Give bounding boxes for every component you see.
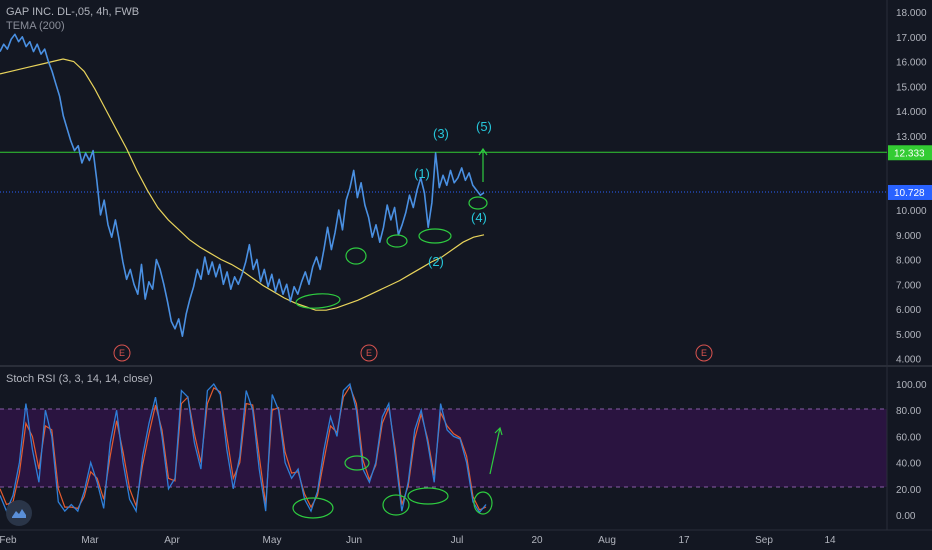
price-tick-label: 7.000 [896, 280, 921, 291]
drawing-ellipse[interactable] [292, 497, 334, 519]
price-tick-label: 15.000 [896, 82, 927, 93]
time-tick-label: May [263, 535, 282, 546]
time-tick-label: 14 [824, 535, 836, 546]
wave-label[interactable]: (3) [433, 126, 449, 141]
tema-line [0, 58, 485, 311]
earnings-marker[interactable] [695, 344, 713, 362]
price-tick-label: 6.000 [896, 305, 921, 316]
arrow-up-price-head [478, 147, 488, 156]
wave-label[interactable]: (5) [476, 119, 492, 134]
drawing-ellipse[interactable] [407, 487, 449, 505]
arrow-up-stoch-head [494, 426, 503, 436]
stoch-tick-label: 0.00 [896, 511, 916, 522]
resistance-price-label: 12.333 [894, 148, 925, 159]
chart-symbol-title[interactable]: GAP INC. DL-,05, 4h, FWB [6, 6, 140, 18]
drawing-ellipse[interactable] [382, 494, 410, 516]
current-price-badge [888, 184, 932, 200]
stoch-tick-label: 100.00 [896, 380, 927, 391]
price-tick-label: 5.000 [896, 330, 921, 341]
price-tick-label: 9.000 [896, 231, 921, 242]
stoch-tick-label: 20.00 [896, 485, 921, 496]
indicator-legend[interactable]: TEMA (200) [6, 20, 65, 32]
price-axis: 18.000 17.000 16.000 15.000 14.000 13.000 10.0… [896, 8, 927, 366]
price-tick-label: 13.000 [896, 132, 927, 143]
time-axis: Feb Mar Apr May Jun Jul 20 Aug 17 Sep 14 [0, 535, 836, 546]
earnings-marker[interactable] [113, 344, 131, 362]
drawing-ellipse[interactable] [344, 455, 370, 471]
current-price-label: 10.728 [894, 188, 925, 199]
time-tick-label: Sep [755, 535, 773, 546]
time-tick-label: 20 [531, 535, 543, 546]
time-tick-label: Apr [164, 535, 180, 546]
drawing-ellipses [292, 196, 493, 519]
stoch-k-line [0, 382, 487, 514]
wave-label[interactable]: (4) [471, 210, 487, 225]
wave-label[interactable]: (2) [428, 254, 444, 269]
earnings-marker[interactable] [360, 344, 378, 362]
price-tick-label: 18.000 [896, 8, 927, 19]
earnings-marker-label: E [366, 348, 372, 358]
earnings-marker-label: E [119, 348, 125, 358]
drawing-ellipse[interactable] [418, 228, 452, 244]
drawing-arrows [478, 147, 503, 475]
price-tick-label: 16.000 [896, 58, 927, 69]
drawing-ellipse[interactable] [386, 234, 408, 248]
stoch-legend[interactable]: Stoch RSI (3, 3, 14, 14, close) [6, 373, 153, 385]
drawing-ellipse[interactable] [345, 247, 367, 265]
price-tick-label: 17.000 [896, 33, 927, 44]
price-tick-label: 14.000 [896, 107, 927, 118]
stoch-tick-label: 80.00 [896, 406, 921, 417]
drawing-ellipse[interactable] [295, 292, 341, 309]
stoch-tick-label: 60.00 [896, 432, 921, 443]
time-tick-label: Aug [598, 535, 616, 546]
logo-glyph [12, 509, 26, 518]
time-tick-label: Jun [346, 535, 362, 546]
time-tick-label: 17 [678, 535, 690, 546]
price-tick-label: 8.000 [896, 256, 921, 267]
price-tick-label: 10.000 [896, 206, 927, 217]
wave-label[interactable]: (1) [414, 166, 430, 181]
price-line [0, 33, 485, 338]
time-tick-label: Feb [0, 535, 17, 546]
time-tick-label: Mar [81, 535, 99, 546]
stoch-tick-label: 40.00 [896, 459, 921, 470]
resistance-price-badge [888, 145, 932, 161]
earnings-marker-label: E [701, 348, 707, 358]
drawing-ellipse[interactable] [468, 196, 488, 210]
arrow-up-stoch[interactable] [489, 427, 501, 475]
stoch-axis: 100.00 80.00 60.00 40.00 20.00 0.00 [896, 380, 927, 522]
price-tick-label: 4.000 [896, 355, 921, 366]
time-tick-label: Jul [451, 535, 464, 546]
stoch-overbought-oversold-band [0, 409, 887, 487]
tradingview-logo-icon[interactable] [6, 500, 32, 526]
drawing-ellipse[interactable] [473, 491, 493, 515]
